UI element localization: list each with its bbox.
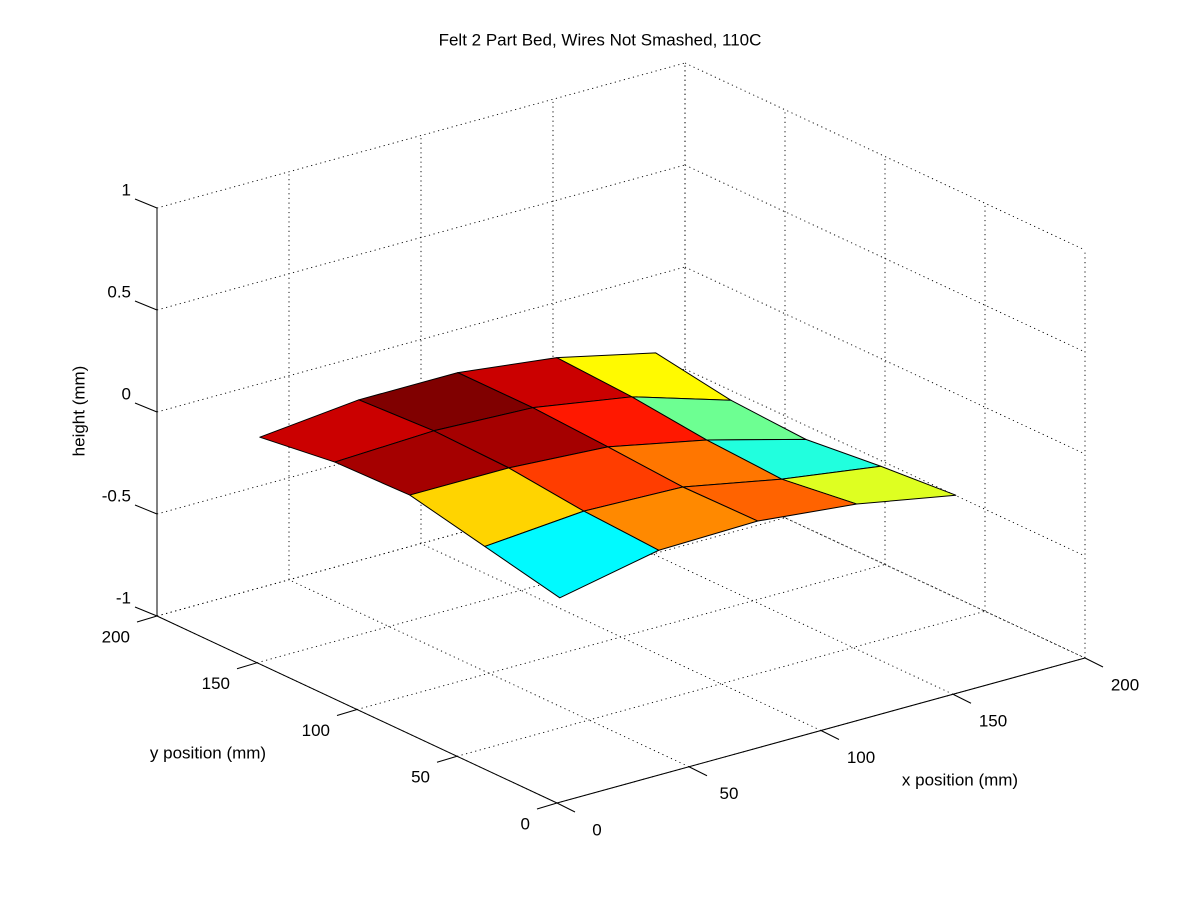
y-tick — [536, 802, 558, 810]
chart-title: Felt 2 Part Bed, Wires Not Smashed, 110C — [439, 30, 762, 49]
y-tick — [136, 615, 158, 623]
z-tick-label: -1 — [116, 588, 131, 607]
grid-line — [456, 610, 986, 757]
y-tick-label: 50 — [411, 768, 430, 787]
grid-line — [356, 564, 886, 710]
grid-line — [256, 517, 786, 664]
z-tick-label: 0 — [122, 384, 131, 403]
grid-line — [156, 266, 686, 413]
surface-cell — [484, 510, 660, 599]
z-tick — [134, 606, 158, 617]
surface — [259, 352, 957, 599]
x-tick-label: 50 — [720, 784, 739, 803]
x-tick-label: 200 — [1111, 675, 1139, 694]
z-axis-label: height (mm) — [69, 366, 88, 457]
grid-line — [156, 62, 686, 209]
y-tick — [436, 755, 458, 763]
y-tick-label: 0 — [521, 814, 530, 833]
z-tick-label: -0.5 — [102, 486, 131, 505]
x-tick-label: 0 — [592, 820, 601, 839]
z-tick — [134, 198, 158, 209]
z-tick — [134, 504, 158, 515]
z-tick — [134, 300, 158, 311]
z-tick-label: 1 — [122, 180, 131, 199]
z-tick — [134, 402, 158, 413]
x-tick — [688, 766, 708, 777]
y-axis-label: y position (mm) — [150, 743, 266, 762]
y-tick-label: 200 — [102, 627, 130, 646]
axes: 0 50 100 150 200 0 50 100 150 200 -1 -0.5 0 0.5 1 — [102, 180, 1140, 839]
x-tick — [556, 802, 576, 813]
y-tick-label: 100 — [302, 721, 330, 740]
x-tick-label: 100 — [847, 748, 875, 767]
grid-line — [156, 164, 686, 311]
x-tick — [952, 693, 972, 704]
z-tick-label: 0.5 — [107, 282, 131, 301]
x-tick — [820, 730, 840, 740]
y-tick — [336, 709, 358, 716]
y-tick — [236, 662, 258, 670]
y-tick-label: 150 — [202, 674, 230, 693]
x-tick-label: 150 — [979, 712, 1007, 731]
x-tick — [1084, 657, 1104, 668]
x-axis-label: x position (mm) — [902, 770, 1018, 789]
